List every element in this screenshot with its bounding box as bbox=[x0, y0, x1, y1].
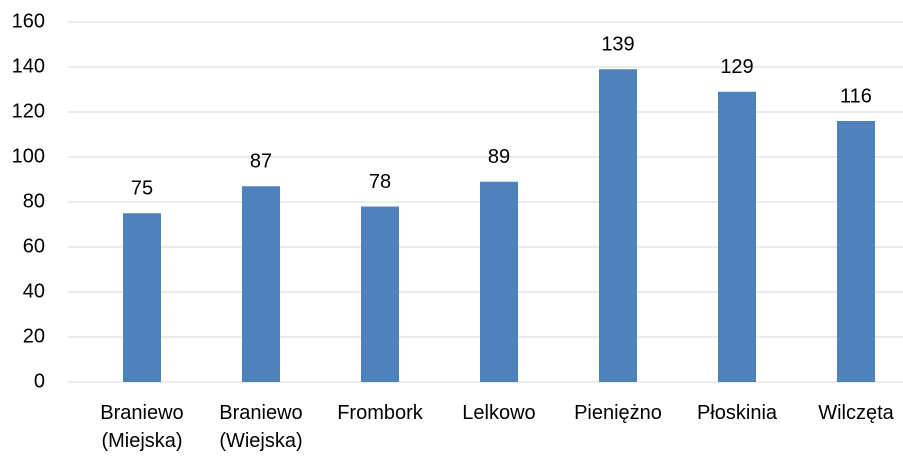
y-tick-label: 40 bbox=[23, 280, 45, 302]
y-tick-label: 160 bbox=[12, 10, 45, 32]
y-tick-label: 80 bbox=[23, 190, 45, 212]
bar bbox=[123, 213, 161, 382]
y-tick-label: 140 bbox=[12, 55, 45, 77]
y-tick-label: 0 bbox=[34, 370, 45, 392]
data-label: 129 bbox=[720, 56, 753, 78]
x-tick-label: Płoskinia bbox=[696, 402, 778, 424]
x-tick-label: Pieniężno bbox=[574, 402, 662, 424]
y-tick-label: 100 bbox=[12, 145, 45, 167]
x-tick-label: Braniewo (Miejska) bbox=[100, 402, 184, 452]
data-label: 78 bbox=[369, 171, 391, 193]
y-tick-label: 120 bbox=[12, 100, 45, 122]
bar bbox=[480, 181, 518, 382]
y-tick-label: 60 bbox=[23, 235, 45, 257]
bar bbox=[361, 206, 399, 382]
x-tick-label: Braniewo (Wiejska) bbox=[219, 402, 303, 452]
bar bbox=[837, 121, 875, 382]
x-tick-label: Frombork bbox=[337, 402, 423, 424]
data-label: 89 bbox=[488, 146, 510, 168]
bar bbox=[599, 69, 637, 382]
data-label: 87 bbox=[250, 151, 272, 173]
bar bbox=[718, 91, 756, 382]
data-label: 75 bbox=[131, 178, 153, 200]
x-tick-label: Wilczęta bbox=[818, 402, 894, 424]
data-label: 116 bbox=[840, 85, 872, 107]
y-tick-label: 20 bbox=[23, 325, 45, 347]
x-tick-label: Lelkowo bbox=[462, 402, 536, 424]
data-label: 139 bbox=[601, 34, 634, 56]
bar bbox=[242, 186, 280, 382]
